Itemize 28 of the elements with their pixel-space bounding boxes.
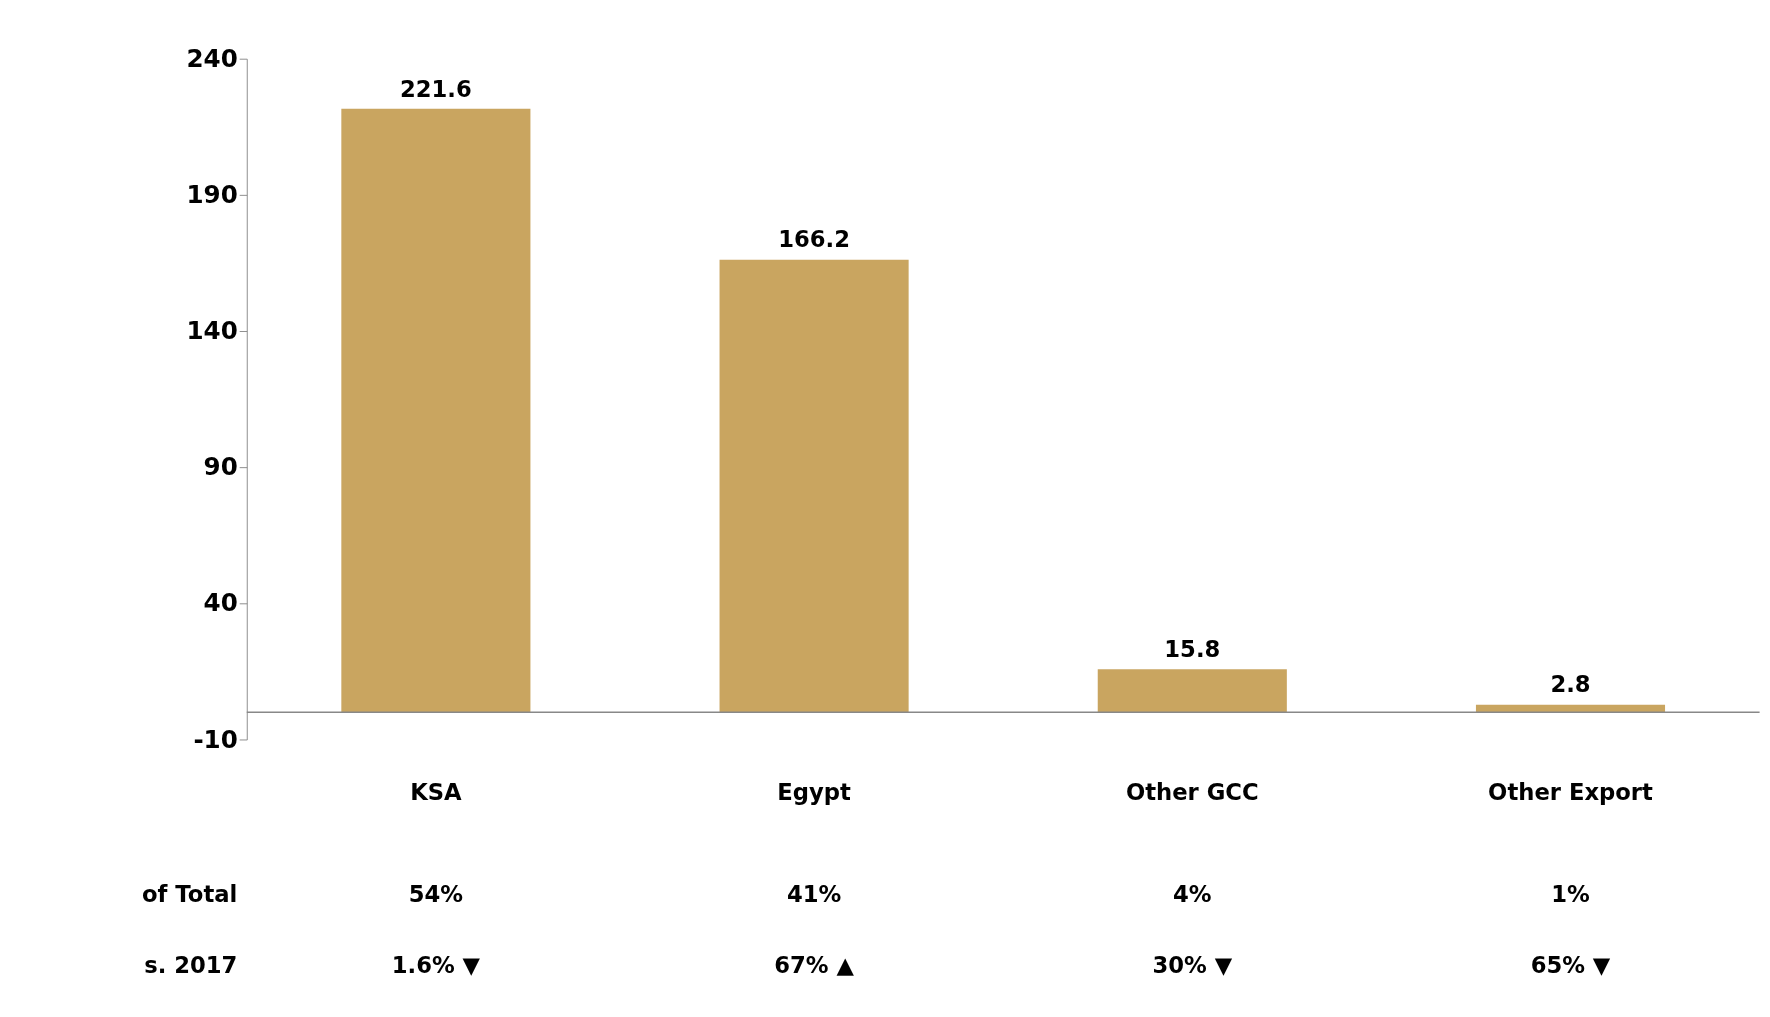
x-tick-label: Other Export [1488,779,1654,806]
data-label: 15.8 [1164,635,1221,662]
text: 41% [786,881,842,908]
y-tick-label: 140 [186,316,238,346]
bar [1097,669,1287,713]
y-tick-label: 240 [186,43,238,73]
text: 67% ▲ [774,952,855,979]
data-label: 166.2 [778,226,850,253]
text: 1% [1551,881,1591,908]
x-tick-label: Other GCC [1125,779,1259,806]
text: s. 2017 [144,952,238,979]
data-label: 2.8 [1550,671,1591,698]
y-tick-label: -10 [193,724,238,754]
y-tick-label: 40 [203,588,238,618]
bar [341,108,531,713]
text: of Total [141,881,238,908]
y-tick-label: 190 [186,179,238,209]
bar [1475,704,1666,713]
y-tick-label: 90 [203,452,238,482]
text: 1.6% ▼ [391,952,481,979]
text: 65% ▼ [1530,952,1611,979]
text: 54% [408,881,464,908]
text: 30% ▼ [1152,952,1233,979]
x-tick-label: KSA [410,779,463,806]
bar [719,259,909,713]
data-label: 221.6 [400,75,472,102]
text: 4% [1173,881,1212,908]
x-tick-label: Egypt [777,779,852,806]
